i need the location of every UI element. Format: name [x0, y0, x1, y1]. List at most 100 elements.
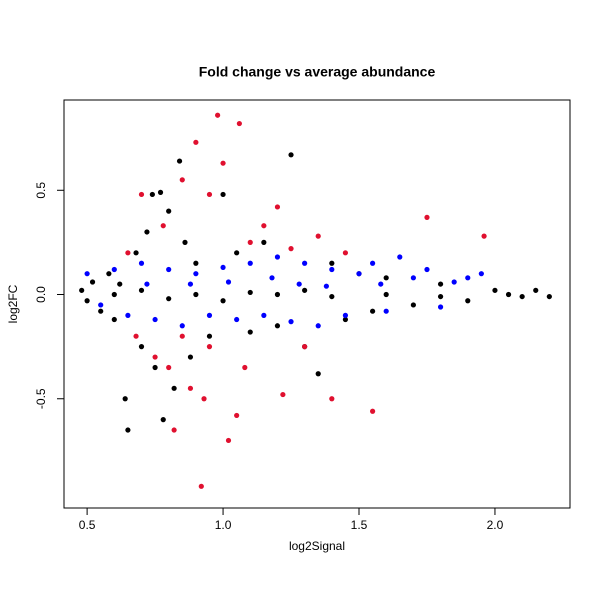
- point: [378, 281, 384, 287]
- point: [111, 291, 117, 298]
- point: [288, 246, 294, 252]
- point: [125, 312, 131, 318]
- point: [274, 291, 281, 298]
- point: [280, 391, 286, 398]
- y-tick-label: -0.5: [34, 388, 48, 409]
- point: [481, 233, 487, 239]
- point: [383, 275, 389, 281]
- point: [274, 323, 281, 329]
- point: [274, 204, 281, 210]
- point: [323, 283, 329, 289]
- point: [176, 158, 183, 164]
- point: [206, 312, 213, 318]
- y-tick-label: 0.0: [34, 286, 48, 303]
- point: [546, 293, 552, 300]
- chart-title: Fold change vs average abundance: [199, 64, 436, 80]
- point: [152, 316, 158, 323]
- point: [261, 239, 267, 245]
- point: [261, 223, 267, 229]
- point: [220, 298, 226, 304]
- point: [397, 254, 403, 260]
- point: [370, 308, 376, 314]
- point: [125, 250, 131, 256]
- point: [160, 223, 166, 229]
- point: [179, 323, 185, 329]
- point: [288, 319, 294, 325]
- y-axis-label: log2FC: [6, 284, 20, 323]
- point: [133, 333, 139, 339]
- point: [166, 296, 172, 302]
- point: [98, 302, 104, 308]
- point: [149, 191, 155, 198]
- point: [144, 281, 150, 287]
- point: [315, 323, 321, 329]
- y-tick-label: 0.5: [34, 182, 48, 199]
- point: [179, 177, 185, 183]
- point: [247, 329, 253, 335]
- point: [117, 281, 123, 287]
- point: [269, 275, 275, 281]
- point: [193, 139, 199, 145]
- point: [152, 364, 158, 371]
- point: [329, 266, 335, 273]
- point: [215, 112, 221, 118]
- point: [98, 308, 104, 314]
- point: [533, 287, 539, 293]
- point: [465, 298, 471, 304]
- point: [302, 344, 308, 350]
- point: [383, 291, 389, 298]
- point: [201, 396, 207, 402]
- point: [302, 260, 308, 266]
- point: [138, 344, 145, 350]
- point: [492, 287, 498, 293]
- x-tick-label: 0.5: [79, 518, 96, 532]
- point: [166, 208, 172, 214]
- point: [234, 316, 240, 323]
- point: [437, 281, 444, 287]
- point: [356, 271, 362, 277]
- point: [424, 266, 430, 273]
- point: [225, 437, 232, 444]
- point: [187, 385, 194, 391]
- point: [247, 260, 253, 266]
- point: [125, 427, 131, 433]
- point: [247, 289, 253, 296]
- point: [220, 264, 226, 271]
- point: [220, 191, 226, 198]
- x-tick-label: 1.5: [351, 518, 368, 532]
- x-tick-label: 1.0: [215, 518, 232, 532]
- point: [274, 254, 281, 260]
- point: [193, 291, 199, 298]
- point: [179, 333, 185, 339]
- point: [193, 260, 199, 266]
- point: [302, 287, 308, 293]
- point: [79, 287, 85, 293]
- point: [106, 271, 112, 277]
- point: [342, 316, 349, 323]
- point: [342, 312, 349, 318]
- point: [138, 260, 145, 266]
- point: [89, 279, 96, 285]
- plot-frame: [63, 99, 571, 509]
- point: [242, 364, 248, 371]
- point: [288, 152, 294, 158]
- point: [329, 293, 335, 300]
- point: [111, 316, 117, 323]
- point: [225, 279, 232, 285]
- point: [410, 275, 416, 281]
- point: [505, 291, 512, 298]
- point: [166, 266, 172, 273]
- point: [315, 233, 321, 239]
- point: [465, 275, 471, 281]
- point: [187, 354, 194, 360]
- point: [296, 281, 302, 287]
- point: [122, 396, 128, 402]
- point: [157, 189, 164, 195]
- point: [84, 271, 90, 277]
- point: [187, 281, 194, 287]
- point: [138, 287, 145, 293]
- point: [342, 250, 349, 256]
- point: [138, 191, 145, 198]
- point: [220, 160, 226, 166]
- point: [160, 417, 166, 423]
